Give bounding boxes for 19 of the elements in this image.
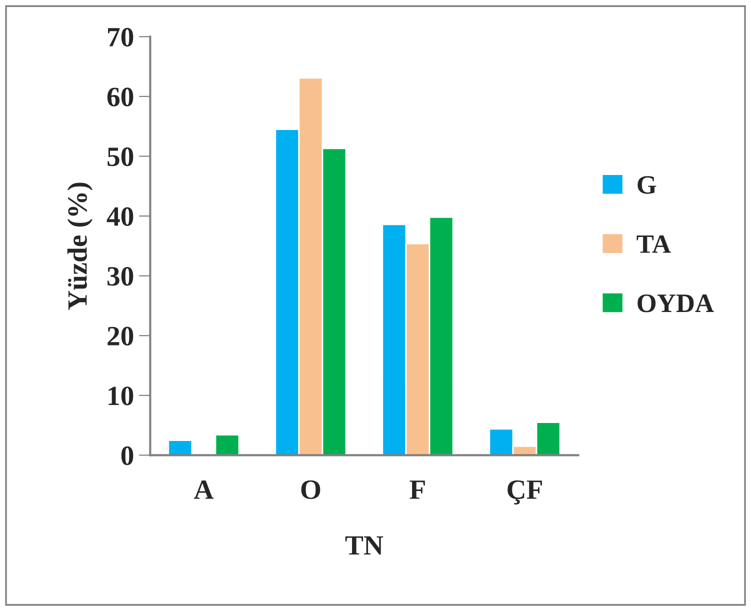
- y-axis-title: Yüzde (%): [67, 182, 93, 310]
- y-tick-label: 50: [108, 147, 134, 166]
- y-tick-label: 0: [121, 446, 134, 466]
- legend-label: TA: [636, 235, 671, 253]
- x-tick-label: O: [301, 480, 320, 500]
- y-tick-label: 30: [107, 266, 134, 286]
- x-tick-label: A: [194, 480, 214, 499]
- bar: [168, 440, 193, 456]
- x-axis-title: TN: [345, 536, 384, 555]
- legend-label: G: [638, 176, 656, 194]
- x-tick-label: ÇF: [508, 480, 542, 504]
- y-tick-label: 40: [106, 207, 134, 226]
- y-tick-label: 10: [108, 386, 134, 406]
- x-tick-label: F: [410, 480, 425, 499]
- y-tick-label: 60: [107, 88, 134, 106]
- y-tick-label: 70: [108, 28, 134, 47]
- bar: [214, 434, 240, 456]
- legend-label: OYDA: [638, 294, 714, 312]
- y-tick-label: 20: [108, 326, 134, 346]
